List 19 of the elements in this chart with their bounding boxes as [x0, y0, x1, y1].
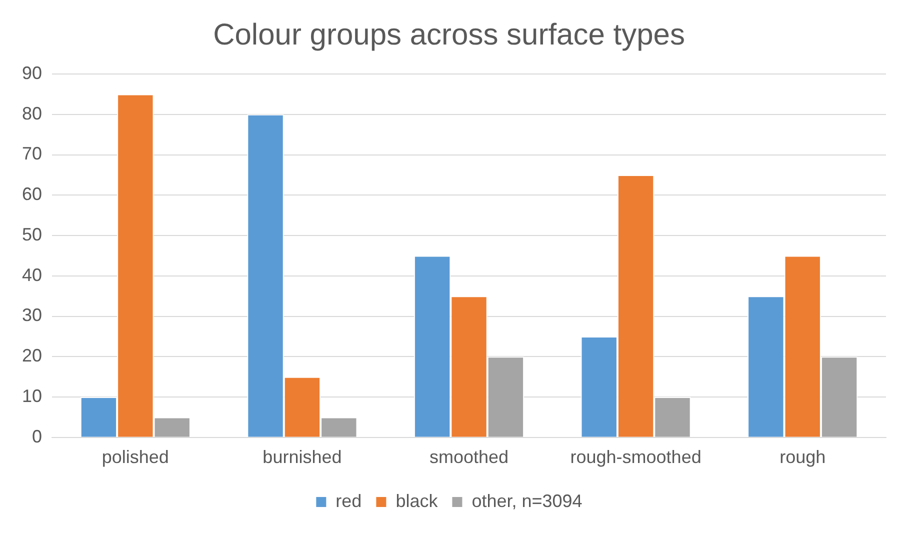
y-tick-label: 0 — [32, 426, 42, 446]
y-tick-label: 80 — [22, 103, 42, 124]
legend-label: black — [396, 490, 439, 511]
x-tick-label: burnished — [262, 447, 342, 468]
legend-label: other, n=3094 — [472, 490, 582, 511]
x-tick-label: smoothed — [429, 447, 509, 468]
x-tick-label: rough — [780, 447, 826, 468]
y-tick-label: 20 — [22, 346, 42, 366]
x-tick-label: polished — [102, 447, 169, 468]
y-tick-label: 30 — [22, 305, 42, 326]
x-tick-label: rough-smoothed — [570, 447, 702, 468]
legend-label: red — [336, 490, 362, 511]
y-tick-label: 10 — [22, 386, 42, 406]
y-tick-label: 60 — [22, 184, 42, 204]
chart-title: Colour groups across surface types — [213, 18, 685, 52]
y-tick-label: 70 — [22, 144, 42, 164]
y-tick-label: 50 — [22, 224, 42, 244]
y-tick-label: 90 — [22, 62, 42, 83]
y-tick-label: 40 — [22, 264, 42, 285]
